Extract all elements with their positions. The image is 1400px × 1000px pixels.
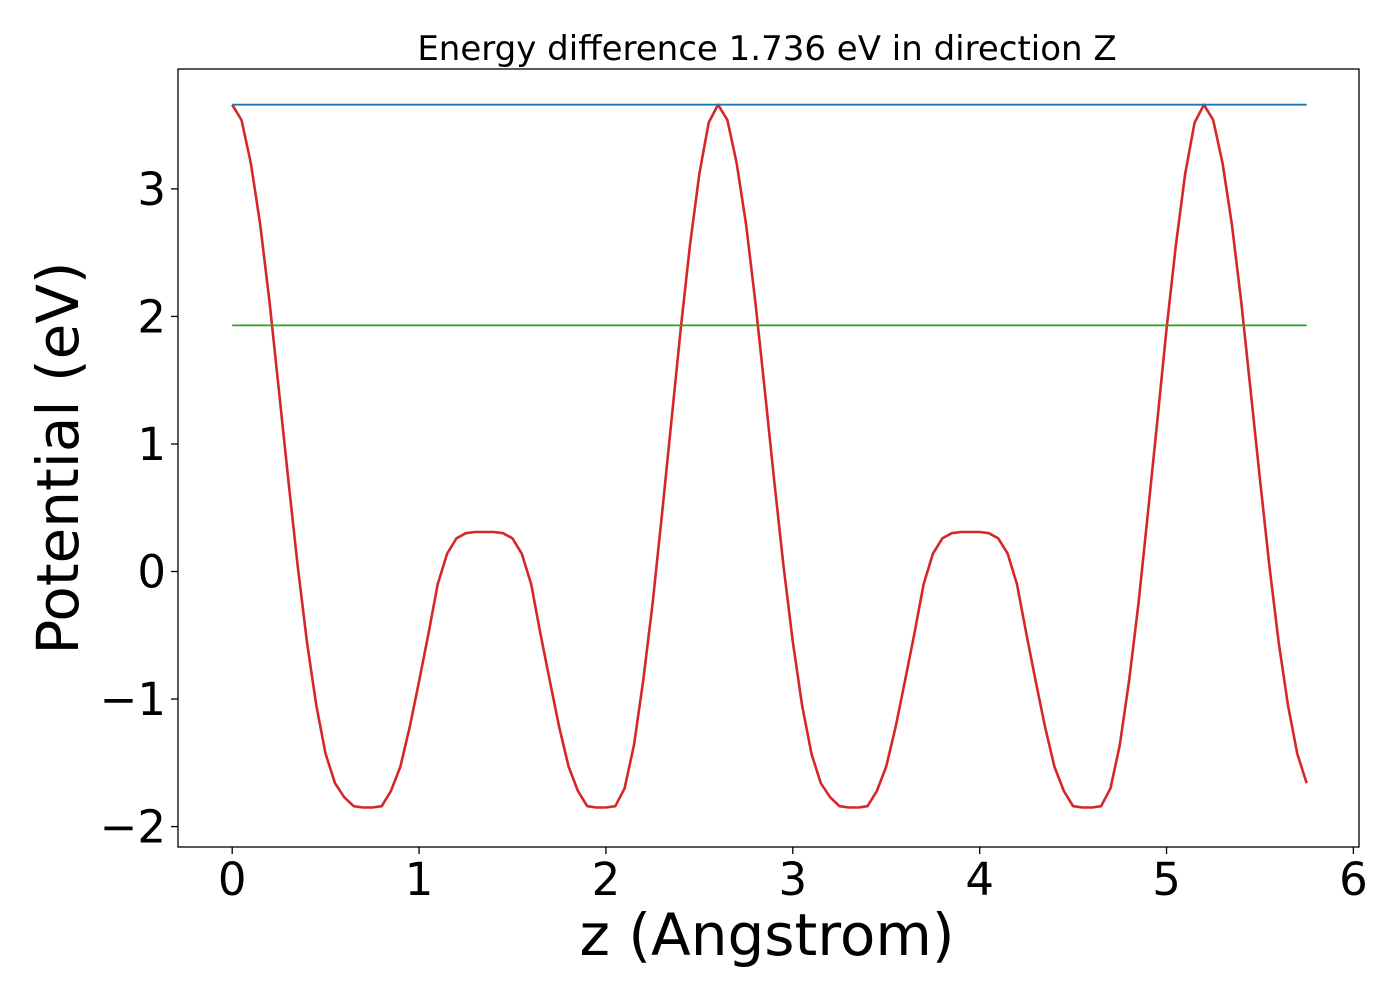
x-tick-label: 4 (965, 853, 994, 906)
y-axis: −2 −1 0 1 2 3 (100, 163, 178, 854)
x-tick-label: 5 (1152, 853, 1181, 906)
chart-title: Energy difference 1.736 eV in direction … (417, 29, 1116, 69)
y-tick-label: −1 (100, 673, 166, 726)
plot-area (231, 103, 1308, 809)
x-tick-label: 6 (1339, 853, 1368, 906)
x-tick-label: 3 (778, 853, 807, 906)
y-tick-label: 3 (137, 163, 166, 216)
x-axis: 0 1 2 3 4 5 6 (218, 847, 1368, 906)
x-axis-title: z (Angstrom) (580, 901, 955, 969)
x-tick-label: 0 (218, 853, 247, 906)
y-tick-label: −2 (100, 801, 166, 854)
y-tick-label: 0 (137, 546, 166, 599)
y-tick-label: 2 (137, 290, 166, 343)
plot-frame (177, 68, 1360, 848)
x-tick-label: 1 (405, 853, 434, 906)
y-axis-title: Potential (eV) (24, 261, 92, 654)
x-tick-label: 2 (592, 853, 621, 906)
y-tick-label: 1 (137, 418, 166, 471)
series-line-1 (231, 103, 1308, 809)
